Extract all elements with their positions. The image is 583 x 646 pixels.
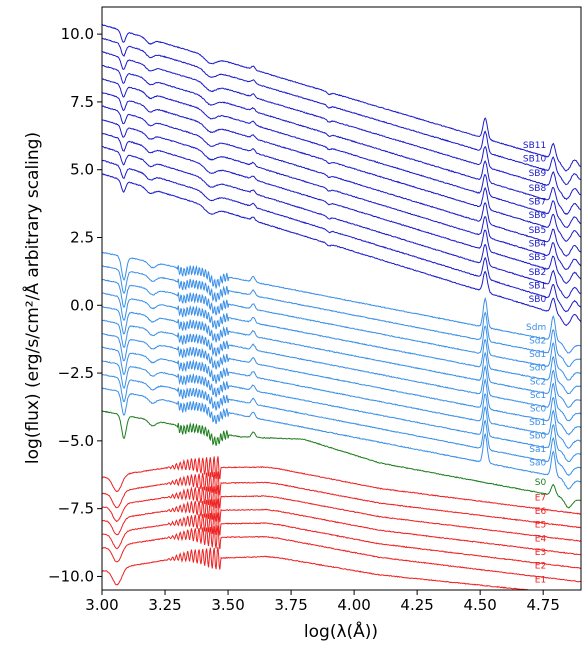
series-label-sd1: Sd1 <box>529 350 546 360</box>
y-tick-label: 10.0 <box>61 25 94 43</box>
series-label-sb1: Sb1 <box>529 418 546 428</box>
series-label-sc0: Sc0 <box>530 404 547 414</box>
series-label-e6: E6 <box>535 507 547 517</box>
x-tick-label: 4.25 <box>400 596 433 614</box>
series-line-sb4 <box>102 119 581 270</box>
series-line-e2 <box>102 525 581 583</box>
plot-frame <box>101 6 582 591</box>
x-axis-label: log(λ(Å)) <box>304 620 378 642</box>
series-line-e5 <box>102 484 581 543</box>
series-line-sa1 <box>102 374 581 476</box>
y-tick-label: −2.5 <box>58 364 94 382</box>
x-tick-label: 3.50 <box>211 596 244 614</box>
series-line-sb3 <box>102 132 581 284</box>
series-label-sb3: SB3 <box>529 253 547 263</box>
series-line-sb8 <box>102 64 581 215</box>
series-label-sb9: SB9 <box>529 169 547 179</box>
x-axis-ticks: 3.00 3.25 3.50 3.75 4.00 4.25 4.50 4.75 <box>85 590 560 614</box>
series-label-sc2: Sc2 <box>530 377 546 387</box>
series-line-sa0 <box>102 387 581 490</box>
series-label-e5: E5 <box>535 521 546 531</box>
series-label-sb6: SB6 <box>529 211 547 221</box>
series-line-e3 <box>102 512 581 569</box>
series-label-sb2: SB2 <box>529 268 547 278</box>
series-label-layer: SB11 SB10 SB9 SB8 SB7 SB6 SB5 SB4 SB3 SB2 SB1 SB0 Sd… <box>523 141 547 586</box>
x-tick-label: 4.75 <box>526 596 559 614</box>
x-tick-label: 3.00 <box>85 596 118 614</box>
series-line-sdm <box>102 251 581 354</box>
x-tick-label: 4.00 <box>337 596 370 614</box>
series-label-sb7: SB7 <box>529 198 547 208</box>
series-line-sb5 <box>102 105 581 257</box>
series-label-e4: E4 <box>535 534 547 544</box>
series-label-s0: S0 <box>535 478 547 488</box>
series-label-e7: E7 <box>535 493 546 503</box>
series-line-e1 <box>102 546 534 590</box>
series-label-e2: E2 <box>535 561 546 571</box>
y-tick-label: −10.0 <box>48 567 94 585</box>
series-line-sc2 <box>102 306 581 408</box>
y-axis-label: log(flux) (erg/s/cm²/Å arbitrary scaling… <box>21 132 43 464</box>
series-line-sb11 <box>102 24 581 172</box>
series-label-sb11: SB11 <box>523 141 546 151</box>
series-label-sb10: SB10 <box>523 154 547 164</box>
series-label-sb5: SB5 <box>529 226 547 236</box>
series-label-e3: E3 <box>535 548 546 558</box>
y-axis-ticks: 10.0 7.5 5.0 2.5 0.0 −2.5 −5.0 −7.5 −10.0 <box>48 25 102 585</box>
series-line-sb7 <box>102 78 581 228</box>
series-line-sb0 <box>102 360 581 463</box>
y-tick-label: −7.5 <box>58 500 94 518</box>
series-label-sb0: SB0 <box>529 295 547 305</box>
series-line-sc1 <box>102 319 581 422</box>
y-tick-label: −5.0 <box>58 432 94 450</box>
series-label-sa0: Sa0 <box>529 459 546 469</box>
y-tick-label: 2.5 <box>70 228 94 246</box>
series-line-sb1 <box>102 159 581 313</box>
series-label-sd0: Sd0 <box>529 364 546 374</box>
series-line-sd1 <box>102 278 581 381</box>
series-line-e4 <box>102 498 581 556</box>
series-line-sb6 <box>102 91 581 242</box>
series-label-e1: E1 <box>535 576 546 586</box>
y-tick-label: 0.0 <box>70 296 94 314</box>
series-label-sb1: SB1 <box>529 281 547 291</box>
series-label-sdm: Sdm <box>526 323 546 333</box>
x-tick-label: 4.50 <box>463 596 496 614</box>
series-line-sb0 <box>102 173 581 326</box>
x-tick-label: 3.75 <box>274 596 307 614</box>
series-line-sd0 <box>102 292 581 395</box>
series-line-sb9 <box>102 50 581 201</box>
series-layer <box>102 24 581 590</box>
series-line-sb10 <box>102 37 581 186</box>
series-line-sb1 <box>102 346 581 449</box>
series-label-sa1: Sa1 <box>529 445 546 455</box>
x-tick-label: 3.25 <box>148 596 181 614</box>
series-line-sb2 <box>102 145 581 299</box>
series-line-sd2 <box>102 265 581 368</box>
series-line-e6 <box>102 471 581 529</box>
series-label-sb0: Sb0 <box>529 432 546 442</box>
series-label-sb4: SB4 <box>529 239 547 249</box>
series-label-sb8: SB8 <box>529 184 547 194</box>
y-tick-label: 5.0 <box>70 161 94 179</box>
series-line-e7 <box>102 456 581 515</box>
series-line-sc0 <box>102 333 581 436</box>
series-label-sc1: Sc1 <box>530 391 546 401</box>
series-label-sd2: Sd2 <box>529 337 546 347</box>
series-line-s0 <box>102 410 581 509</box>
y-tick-label: 7.5 <box>70 93 94 111</box>
